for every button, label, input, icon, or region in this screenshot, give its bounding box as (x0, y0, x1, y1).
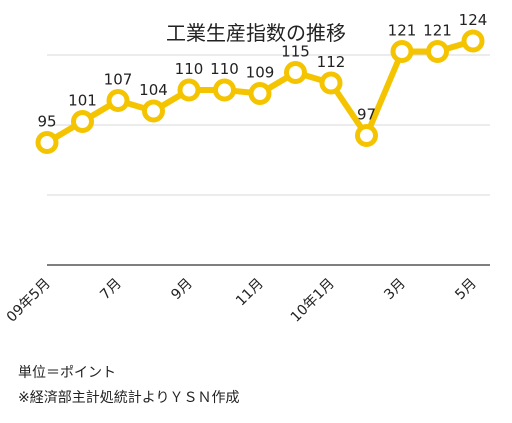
data-point (426, 40, 449, 63)
data-label: 115 (281, 43, 310, 61)
data-point (461, 29, 485, 53)
data-label: 121 (423, 22, 452, 40)
gridlines (47, 54, 490, 266)
series-line-group: 95 101 107 104 110 110 109 115 112 97 121 121 124 (35, 11, 488, 154)
x-tick-label: 3月 (381, 276, 409, 304)
data-point (319, 71, 343, 95)
data-point (355, 124, 378, 147)
data-label: 110 (210, 60, 239, 78)
data-label: 107 (104, 71, 133, 89)
data-point (284, 61, 307, 84)
data-point (248, 82, 272, 105)
data-label: 109 (246, 64, 275, 82)
data-point (390, 40, 414, 63)
data-label: 95 (37, 113, 56, 131)
x-tick-label: 09年5月 (4, 276, 54, 326)
data-label: 112 (317, 53, 346, 71)
unit-note: 単位＝ポイント (18, 365, 116, 381)
data-point (213, 78, 236, 102)
x-tick-label: 11月 (233, 276, 267, 310)
x-tick-label: 5月 (452, 276, 480, 304)
x-tick-labels: 09年5月 7月 9月 11月 10年1月 3月 5月 (4, 276, 480, 326)
x-tick-label: 10年1月 (288, 276, 338, 326)
chart-title: 工業生産指数の推移 (166, 21, 346, 45)
data-label: 121 (388, 22, 417, 40)
x-tick-label: 7月 (97, 276, 125, 304)
data-label: 104 (139, 81, 168, 99)
data-point (142, 99, 165, 123)
data-label: 101 (68, 92, 97, 110)
data-point (106, 89, 130, 112)
source-note: ※経済部主計処統計よりＹＳＮ作成 (18, 390, 240, 406)
data-label: 124 (459, 11, 488, 29)
x-tick-label: 9月 (168, 276, 196, 304)
data-point (35, 131, 59, 154)
data-point (177, 78, 201, 102)
data-label: 110 (175, 60, 204, 78)
data-point (71, 110, 94, 133)
data-label: 97 (357, 106, 376, 124)
